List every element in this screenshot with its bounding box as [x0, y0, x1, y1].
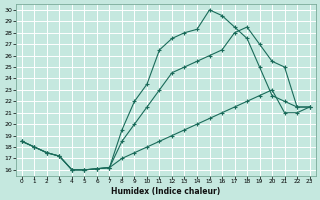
X-axis label: Humidex (Indice chaleur): Humidex (Indice chaleur)	[111, 187, 220, 196]
